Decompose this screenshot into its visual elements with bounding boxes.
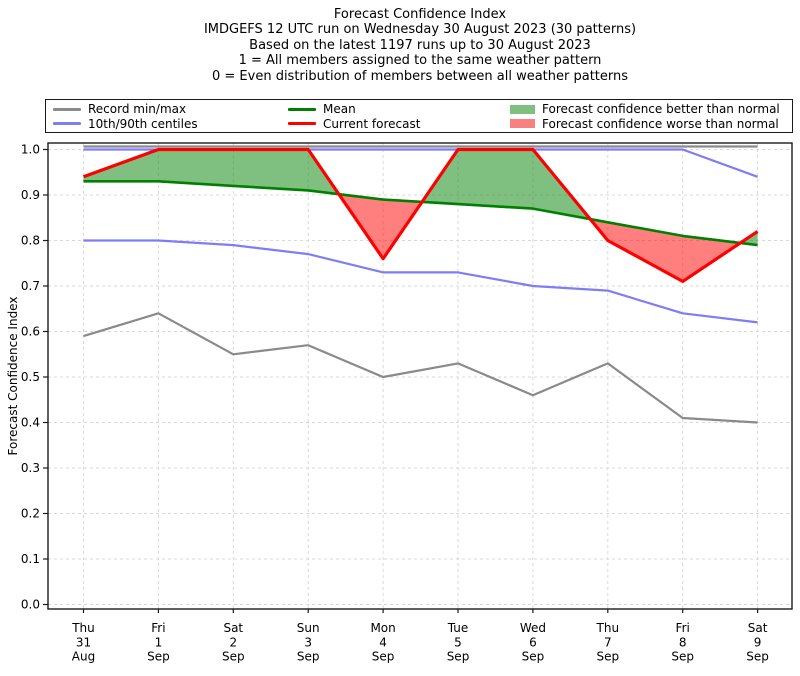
y-tick-label: 0.0 [21,598,40,612]
chart-subtitle-4: 0 = Even distribution of members between… [211,68,629,84]
y-axis-title: Forecast Confidence Index [6,297,20,456]
record-min-line [83,312,758,424]
legend-label: 10th/90th centiles [88,116,198,131]
chart-title: Forecast Confidence Index [333,7,507,22]
worse-than-normal-fill [338,194,422,259]
y-tick-label: 1.0 [21,143,40,157]
legend-column-1: Record min/max 10th/90th centiles [53,102,198,131]
legend-entry-worse-than-normal: Forecast confidence worse than normal [510,117,780,132]
x-tick-label: Sun 3 Sep [297,621,320,664]
x-tick-label: Sat 2 Sep [222,621,245,664]
x-tick-label: Wed 6 Sep [520,621,546,664]
worse-than-normal-fill [590,219,741,282]
chart-subtitle-3: 1 = All members assigned to the same wea… [238,53,602,69]
x-tick-label: Fri 8 Sep [671,621,694,664]
chart-legend: Record min/max 10th/90th centiles Mean C… [45,99,793,133]
y-tick-label: 0.3 [21,461,40,475]
y-tick-label: 0.8 [21,234,40,248]
p10-centile-line [83,239,758,324]
y-tick-label: 0.4 [21,416,40,430]
mean-line-swatch [288,107,316,111]
plot-border [47,142,793,610]
chart-subtitle-1: IMDGEFS 12 UTC run on Wednesday 30 Augus… [203,22,637,38]
better-than-normal-fill [83,149,339,195]
y-tick-label: 0.2 [21,507,40,521]
x-tick-label: Thu 31 Aug [71,621,95,664]
legend-label: Forecast confidence worse than normal [542,116,779,131]
x-tick-label: Thu 7 Sep [596,621,620,664]
chart-subtitle-2: Based on the latest 1197 runs up to 30 A… [249,37,591,53]
legend-entry-better-than-normal: Forecast confidence better than normal [510,102,780,117]
y-tick-label: 0.5 [21,370,40,384]
y-tick-label: 0.9 [21,188,40,202]
legend-label: Forecast confidence better than normal [542,102,780,117]
x-tick-label: Tue 5 Sep [447,621,470,664]
legend-column-2: Mean Current forecast [288,102,420,131]
worse-than-normal-patch-swatch [510,119,535,129]
y-tick-label: 0.6 [21,325,40,339]
y-tick-label: 0.1 [21,552,40,566]
legend-column-3: Forecast confidence better than normal F… [510,102,780,131]
legend-entry-record-minmax: Record min/max [53,102,198,117]
legend-entry-mean: Mean [288,102,420,117]
centiles-line-swatch [53,122,81,126]
current-forecast-line-swatch [288,122,316,126]
current-forecast-line [82,147,759,283]
title-block: Forecast Confidence Index IMDGEFS 12 UTC… [40,7,800,84]
record-minmax-line-swatch [53,107,81,111]
legend-label: Mean [323,102,356,117]
x-tick-label: Mon 4 Sep [370,621,395,664]
y-tick-label: 0.7 [21,279,40,293]
legend-entry-centiles: 10th/90th centiles [53,117,198,132]
x-tick-label: Fri 1 Sep [147,621,170,664]
legend-entry-current-forecast: Current forecast [288,117,420,132]
better-than-normal-patch-swatch [510,104,535,114]
legend-label: Record min/max [88,102,187,117]
x-tick-label: Sat 9 Sep [746,621,769,664]
legend-label: Current forecast [323,116,421,131]
better-than-normal-fill [422,149,591,220]
